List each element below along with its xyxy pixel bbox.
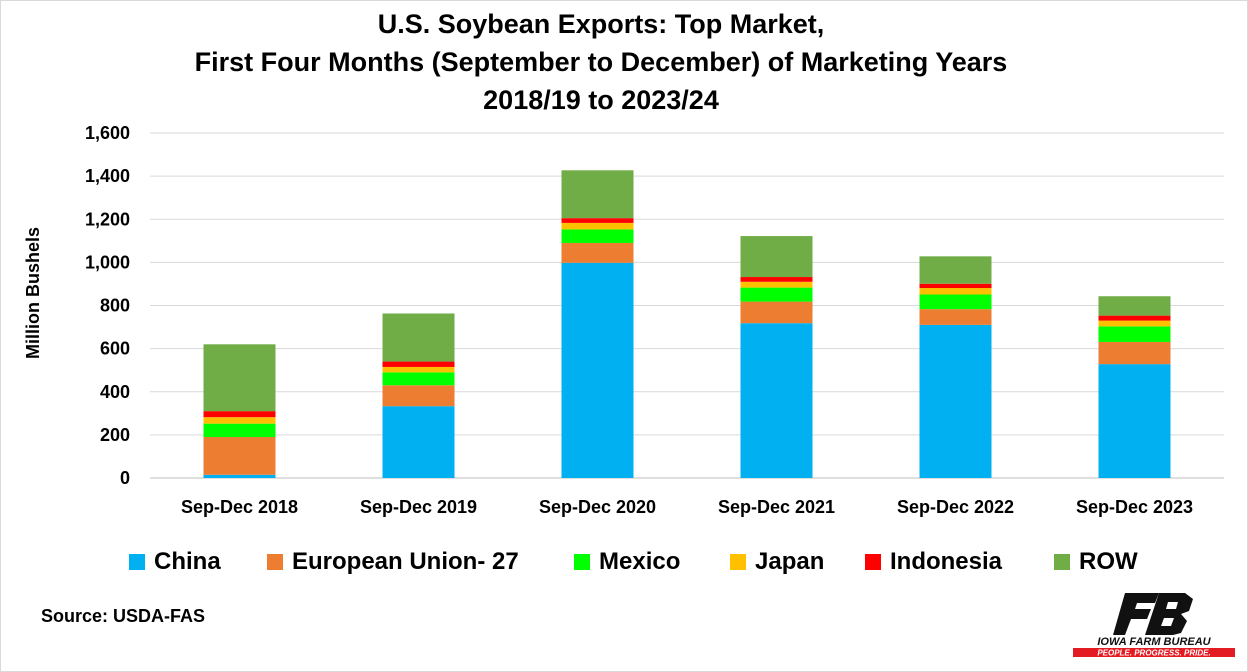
bar-segment [740, 287, 813, 302]
y-tick-labels: 0 200 400 600 800 1,000 1,200 1,400 1,600 [85, 123, 130, 488]
bar-segment [382, 361, 455, 367]
x-tick-label: Sep-Dec 2018 [181, 497, 298, 517]
x-tick-label: Sep-Dec 2022 [897, 497, 1014, 517]
chart-title-line-2: First Four Months (September to December… [194, 47, 1008, 77]
bar-segment [561, 222, 634, 230]
bar-segment [740, 323, 813, 478]
legend-item: Japan [730, 547, 824, 577]
bar-segment [1098, 296, 1171, 316]
bar-segment [203, 474, 276, 478]
bar-segment [740, 277, 813, 282]
x-tick-labels: Sep-Dec 2018 Sep-Dec 2019 Sep-Dec 2020 Sep-… [181, 497, 1193, 517]
legend-item: China [129, 547, 221, 577]
bar-segment [919, 288, 992, 295]
bar-segment [382, 385, 455, 407]
bar-segment [919, 324, 992, 478]
legend-item: Mexico [574, 547, 680, 577]
bar-segment [1098, 364, 1171, 478]
bar-segment [382, 366, 455, 373]
source-note: Source: USDA-FAS [41, 606, 206, 626]
svg-text:IOWA FARM BUREAU: IOWA FARM BUREAU [1097, 636, 1211, 648]
legend-label: Indonesia [890, 548, 1003, 575]
x-tick-label: Sep-Dec 2020 [539, 497, 656, 517]
bar-segment [561, 242, 634, 263]
bar-segment [919, 294, 992, 310]
y-tick-label: 800 [100, 296, 130, 316]
legend-item: ROW [1054, 547, 1138, 577]
legend-swatch [129, 554, 145, 570]
x-tick-label: Sep-Dec 2021 [718, 497, 835, 517]
svg-text:PEOPLE. PROGRESS. PRIDE.: PEOPLE. PROGRESS. PRIDE. [1097, 649, 1210, 658]
legend-label: China [154, 548, 221, 575]
bar-segment [561, 170, 634, 219]
legend-swatch [730, 554, 746, 570]
bar-segment [1098, 320, 1171, 327]
bar-segment [740, 281, 813, 288]
legend-label: ROW [1079, 548, 1138, 575]
bar-segment [1098, 341, 1171, 365]
bar-segment [740, 236, 813, 278]
bar-segment [561, 229, 634, 243]
y-tick-label: 200 [100, 425, 130, 445]
y-tick-label: 1,200 [85, 209, 130, 229]
chart-title-line-1: U.S. Soybean Exports: Top Market, [377, 9, 825, 39]
bar-segment [382, 372, 455, 386]
bar-segment [561, 262, 634, 478]
y-axis-label: Million Bushels [23, 227, 43, 359]
gridlines [150, 132, 1224, 479]
bar-segment [919, 309, 992, 325]
y-tick-label: 0 [120, 468, 130, 488]
bars [203, 170, 1171, 478]
x-tick-label: Sep-Dec 2019 [360, 497, 477, 517]
legend: China European Union- 27 Mexico Japan Indone… [1, 541, 1248, 581]
bar-segment [203, 437, 276, 475]
legend-label: Japan [755, 548, 825, 575]
bar-segment [919, 283, 992, 289]
bar-segment [561, 218, 634, 223]
bar-segment [203, 344, 276, 412]
y-tick-label: 1,400 [85, 166, 130, 186]
bar-segment [1098, 326, 1171, 342]
legend-swatch [574, 554, 590, 570]
bar-segment [740, 301, 813, 324]
y-tick-label: 600 [100, 339, 130, 359]
bar-segment [382, 313, 455, 362]
bar-segment [919, 256, 992, 284]
legend-item: European Union- 27 [267, 547, 519, 577]
iowa-farm-bureau-logo: IOWA FARM BUREAU PEOPLE. PROGRESS. PRIDE… [1073, 593, 1235, 658]
bar-segment [203, 411, 276, 418]
stacked-bar-plot: 0 200 400 600 800 1,000 1,200 1,400 1,600 Sep-De… [23, 123, 1224, 517]
legend-swatch [267, 554, 283, 570]
bar-segment [203, 417, 276, 424]
legend-swatch [1054, 554, 1070, 570]
legend-label: European Union- 27 [292, 548, 519, 575]
y-tick-label: 1,600 [85, 123, 130, 143]
y-tick-label: 400 [100, 382, 130, 402]
legend-item: Indonesia [865, 547, 1002, 577]
y-tick-label: 1,000 [85, 252, 130, 272]
bar-segment [382, 406, 455, 478]
legend-label: Mexico [599, 548, 681, 575]
chart-title-line-3: 2018/19 to 2023/24 [483, 85, 719, 115]
chart-title: U.S. Soybean Exports: Top Market, First … [1, 5, 1201, 119]
bar-segment [203, 423, 276, 438]
x-tick-label: Sep-Dec 2023 [1076, 497, 1193, 517]
bar-segment [1098, 315, 1171, 321]
fb-mark-icon [1113, 593, 1193, 635]
legend-swatch [865, 554, 881, 570]
